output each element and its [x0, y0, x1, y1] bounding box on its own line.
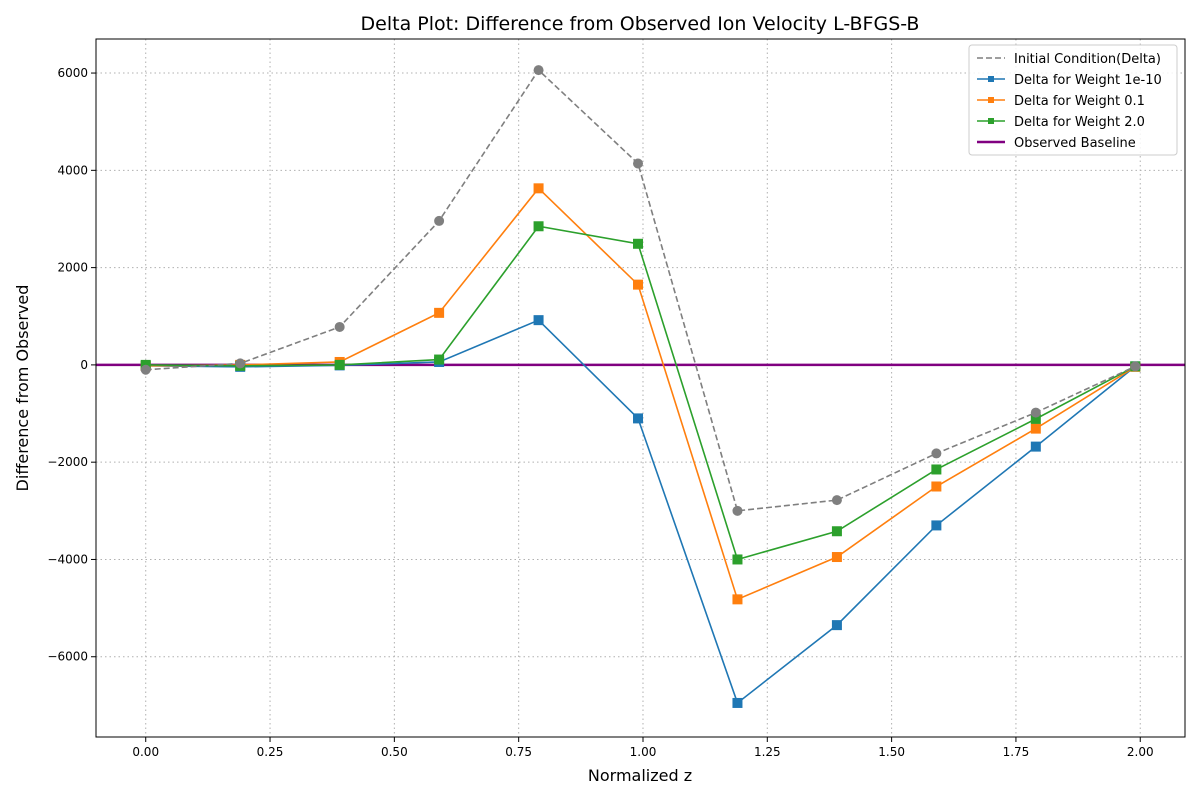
data-point [732, 505, 743, 516]
x-tick-label: 2.00 [1127, 745, 1154, 759]
data-point [931, 448, 942, 459]
data-point [140, 364, 151, 375]
x-tick-label: 1.00 [630, 745, 657, 759]
x-tick-label: 1.75 [1003, 745, 1030, 759]
data-point [931, 520, 942, 531]
data-point [334, 359, 345, 370]
legend-label: Observed Baseline [1014, 136, 1136, 151]
chart-title: Delta Plot: Difference from Observed Ion… [361, 13, 920, 35]
x-tick-label: 1.50 [878, 745, 905, 759]
y-tick-label: 2000 [57, 261, 88, 275]
data-point [533, 183, 544, 194]
y-tick-label: 4000 [57, 163, 88, 177]
plot-frame [95, 38, 1186, 738]
y-tick-label: 0 [80, 358, 88, 372]
data-point [633, 238, 644, 249]
series-group [140, 221, 1141, 565]
x-axis-title: Normalized z [588, 766, 692, 785]
data-point [533, 65, 544, 76]
legend-marker [988, 97, 994, 103]
data-point [434, 354, 445, 365]
data-point [732, 594, 743, 605]
x-tick-label: 0.00 [132, 745, 159, 759]
data-point [533, 315, 544, 326]
x-tick-label: 0.75 [505, 745, 532, 759]
legend-label: Delta for Weight 1e-10 [1014, 73, 1162, 88]
data-point [1030, 423, 1041, 434]
data-point [732, 697, 743, 708]
y-axis-title: Difference from Observed [13, 285, 32, 492]
data-point [1030, 407, 1041, 418]
y-tick-label: −4000 [47, 552, 88, 566]
legend-box [968, 44, 1178, 156]
x-tick-label: 0.50 [381, 745, 408, 759]
data-point [831, 552, 842, 563]
legend-label: Delta for Weight 2.0 [1014, 115, 1145, 130]
data-point [434, 307, 445, 318]
legend: Initial Condition(Delta) Delta for Weight… [968, 44, 1178, 156]
data-point [831, 526, 842, 537]
data-point [831, 495, 842, 506]
data-point [1030, 441, 1041, 452]
legend-label: Initial Condition(Delta) [1014, 52, 1161, 67]
data-point [931, 464, 942, 475]
legend-label: Delta for Weight 0.1 [1014, 94, 1145, 109]
y-tick-label: −6000 [47, 650, 88, 664]
series-line [145, 68, 1136, 512]
data-point [434, 215, 445, 226]
series-group [140, 65, 1141, 516]
series-layer [140, 65, 1141, 708]
data-point [732, 554, 743, 565]
data-point [533, 221, 544, 232]
data-point [1130, 361, 1141, 372]
legend-marker [988, 118, 994, 124]
data-point [633, 158, 644, 169]
data-point [1030, 413, 1041, 424]
x-tick-label: 1.25 [754, 745, 781, 759]
data-point [235, 358, 246, 369]
data-point [831, 620, 842, 631]
y-tick-label: −2000 [47, 455, 88, 469]
x-tick-label: 0.25 [257, 745, 284, 759]
legend-marker [988, 76, 994, 82]
ticks: 0.00 0.25 0.50 0.75 1.00 1.25 1.50 1.75 2.00 −600… [47, 66, 1153, 759]
data-point [931, 481, 942, 492]
data-point [633, 413, 644, 424]
data-point [633, 279, 644, 290]
y-tick-label: 6000 [57, 66, 88, 80]
data-point [334, 321, 345, 332]
